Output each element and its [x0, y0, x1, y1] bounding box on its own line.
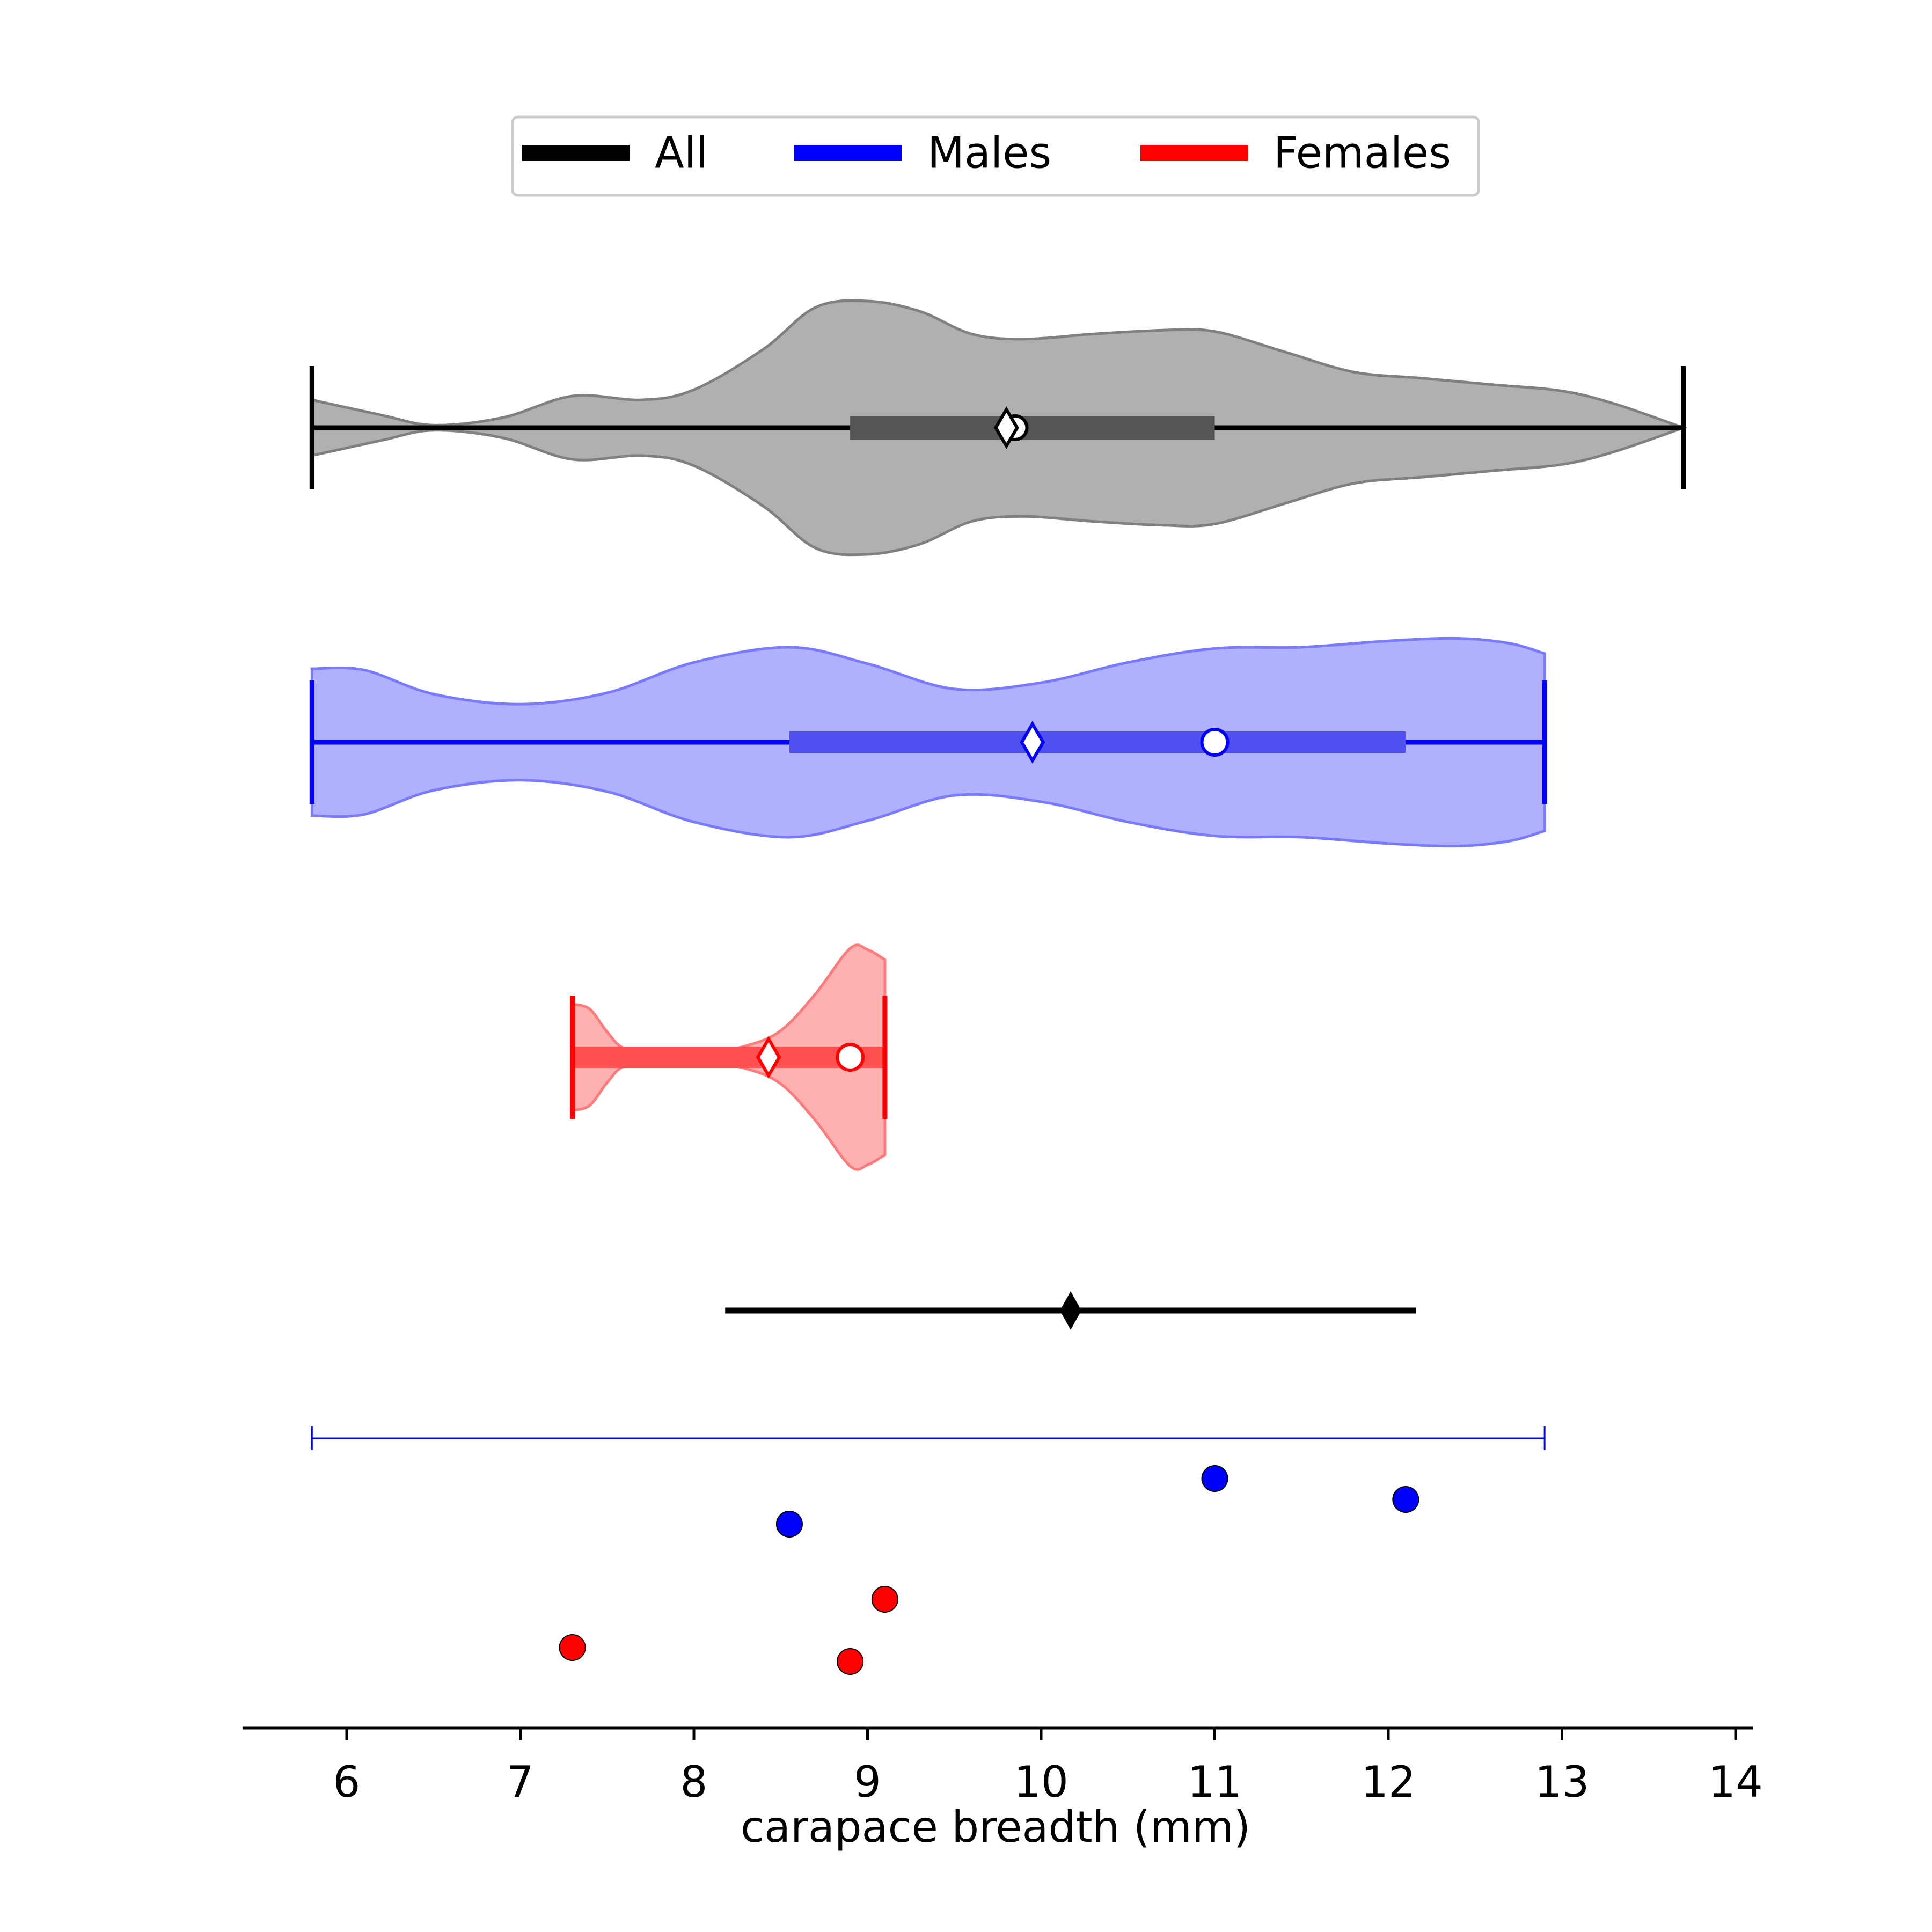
- summary-center-marker: [1059, 1291, 1081, 1330]
- median-marker-females: [836, 1043, 865, 1072]
- legend: All Males Females: [511, 115, 1480, 197]
- x-tick-label: 14: [1708, 1757, 1763, 1807]
- summary-interval: [725, 1291, 1416, 1330]
- mean-marker-males: [1020, 721, 1045, 764]
- data-point-females: [559, 1634, 586, 1661]
- range-bar: [311, 1426, 1546, 1450]
- violin-males: [309, 636, 1547, 848]
- median-marker-males: [1200, 728, 1230, 757]
- legend-label-males: Males: [927, 128, 1051, 178]
- x-tick-label: 13: [1535, 1757, 1590, 1807]
- mean-marker-females: [756, 1036, 781, 1079]
- mean-marker-all: [993, 406, 1019, 449]
- data-point-males: [1392, 1486, 1419, 1513]
- data-points: [559, 1465, 1419, 1675]
- x-tick-label: 8: [680, 1757, 708, 1807]
- data-point-females: [837, 1648, 864, 1675]
- x-axis-label: carapace breadth (mm): [741, 1802, 1250, 1852]
- violins: [309, 299, 1688, 1171]
- violin-all: [309, 299, 1688, 557]
- legend-label-females: Females: [1274, 128, 1451, 178]
- data-point-females: [871, 1586, 898, 1613]
- x-tick-label: 12: [1361, 1757, 1416, 1807]
- legend-label-all: All: [655, 128, 708, 178]
- x-tick-label: 11: [1188, 1757, 1242, 1807]
- x-tick-label: 7: [507, 1757, 534, 1807]
- data-point-males: [775, 1511, 803, 1538]
- x-tick-label: 6: [333, 1757, 361, 1807]
- legend-frame: [511, 115, 1480, 197]
- x-axis: 6 7 8 9 10 11 12 13 14 carapace breadth (mm): [242, 1726, 1763, 1852]
- data-point-males: [1201, 1465, 1228, 1492]
- x-tick-label: 10: [1014, 1757, 1069, 1807]
- x-tick-label: 9: [854, 1757, 881, 1807]
- violin-females: [570, 943, 888, 1171]
